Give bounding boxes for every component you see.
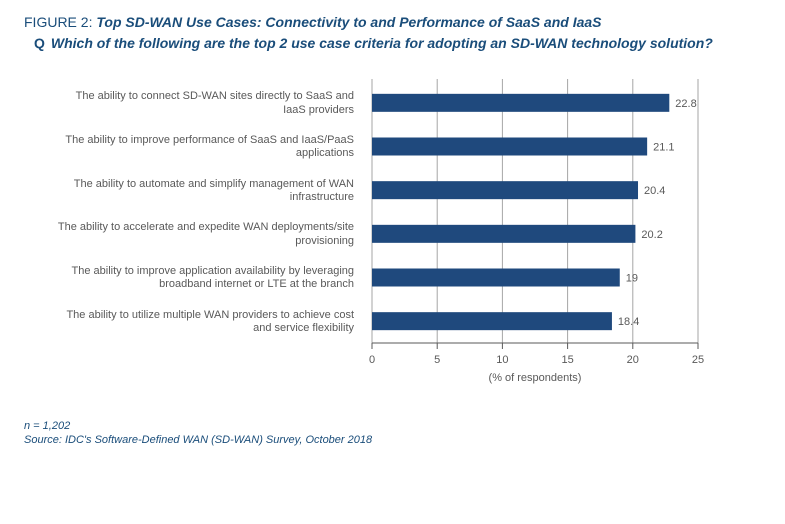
figure-prefix: FIGURE 2: xyxy=(24,14,92,30)
bar xyxy=(372,312,612,330)
bar-chart: 0 5 10 15 20 25 (% of respondents) 22.8 The abil… xyxy=(52,63,761,398)
x-tick-label: 20 xyxy=(627,354,639,366)
category-label: The ability to connect SD-WAN sites dire… xyxy=(52,83,362,125)
category-label: The ability to automate and simplify man… xyxy=(52,170,362,212)
x-tick-label: 5 xyxy=(434,354,440,366)
figure-container: FIGURE 2: Top SD-WAN Use Cases: Connecti… xyxy=(0,0,785,458)
x-tick-label: 10 xyxy=(496,354,508,366)
bar-value-label: 21.1 xyxy=(653,141,674,153)
bar-value-label: 20.2 xyxy=(641,229,662,241)
category-label: The ability to improve application avail… xyxy=(52,258,362,300)
category-label: The ability to improve performance of Sa… xyxy=(52,127,362,169)
question-text: Which of the following are the top 2 use… xyxy=(51,34,713,53)
question-mark: Q xyxy=(34,34,45,52)
footnote-source: Source: IDC's Software-Defined WAN (SD-W… xyxy=(24,434,761,446)
bar-value-label: 18.4 xyxy=(618,316,639,328)
x-tick-label: 0 xyxy=(369,354,375,366)
bar-value-label: 22.8 xyxy=(675,98,696,110)
category-label: The ability to accelerate and expedite W… xyxy=(52,214,362,256)
footnotes: n = 1,202 Source: IDC's Software-Defined… xyxy=(24,420,761,446)
bar xyxy=(372,268,620,286)
x-tick-label: 25 xyxy=(692,354,704,366)
figure-heading: FIGURE 2: Top SD-WAN Use Cases: Connecti… xyxy=(24,14,761,30)
figure-title: Top SD-WAN Use Cases: Connectivity to an… xyxy=(96,14,601,30)
question-row: Q Which of the following are the top 2 u… xyxy=(34,34,761,53)
bar xyxy=(372,137,647,155)
bar-value-label: 19 xyxy=(626,272,638,284)
bar xyxy=(372,94,669,112)
bar xyxy=(372,181,638,199)
x-axis-label: (% of respondents) xyxy=(489,372,582,384)
category-label: The ability to utilize multiple WAN prov… xyxy=(52,301,362,343)
bar xyxy=(372,225,635,243)
chart-svg: 0 5 10 15 20 25 (% of respondents) 22.8 The abil… xyxy=(52,63,752,393)
x-tick-label: 15 xyxy=(561,354,573,366)
bar-value-label: 20.4 xyxy=(644,185,665,197)
footnote-n: n = 1,202 xyxy=(24,420,761,432)
